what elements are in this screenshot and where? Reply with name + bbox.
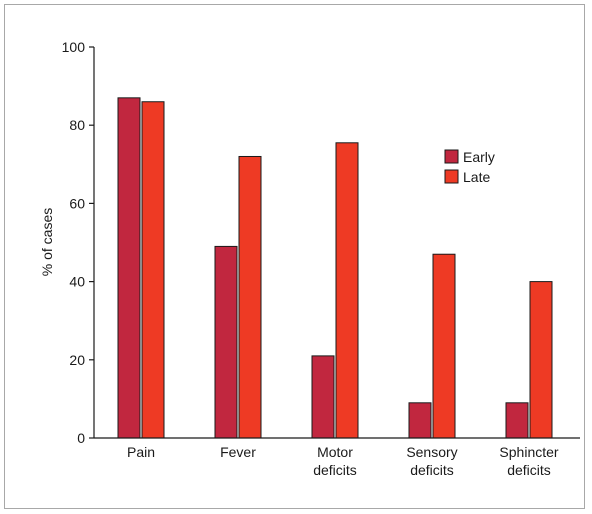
legend-swatch-early: [444, 149, 459, 164]
y-tick-label: 20: [69, 352, 85, 368]
legend-label-early: Early: [463, 149, 495, 165]
bar-late-2: [335, 142, 359, 439]
y-tick-label: 60: [69, 195, 85, 211]
bar-late-4: [529, 281, 553, 439]
x-labels-group: Pain Fever Motor deficits Sensory deficits Sph…: [127, 444, 559, 478]
chart-frame: [4, 4, 585, 509]
x-category-label: Sensory deficits: [406, 444, 457, 478]
bar-late-1: [238, 155, 262, 439]
y-ticks-group: 0 20 40 60 80 100: [62, 39, 94, 446]
y-tick-label: 80: [69, 117, 85, 133]
y-tick-label: 100: [62, 39, 86, 55]
bars-group: [117, 97, 553, 439]
y-tick-label: 40: [69, 274, 85, 290]
bar-late-3: [432, 253, 456, 439]
legend: Early Late: [444, 149, 495, 185]
bar-early-4: [505, 402, 529, 439]
legend-label-late: Late: [463, 169, 490, 185]
legend-swatch-late: [444, 169, 459, 184]
axes-group: [93, 47, 580, 439]
x-category-label: Pain: [127, 444, 155, 460]
bar-early-1: [214, 245, 238, 439]
x-category-label: Motor deficits: [313, 444, 357, 478]
y-axis-title: % of cases: [39, 208, 55, 276]
y-tick-label: 0: [77, 430, 85, 446]
bar-late-0: [141, 101, 165, 439]
x-category-label: Fever: [220, 444, 256, 460]
bar-early-0: [117, 97, 141, 439]
x-category-label: Sphincter deficits: [499, 444, 558, 478]
bar-early-3: [408, 402, 432, 439]
bar-early-2: [311, 355, 335, 439]
